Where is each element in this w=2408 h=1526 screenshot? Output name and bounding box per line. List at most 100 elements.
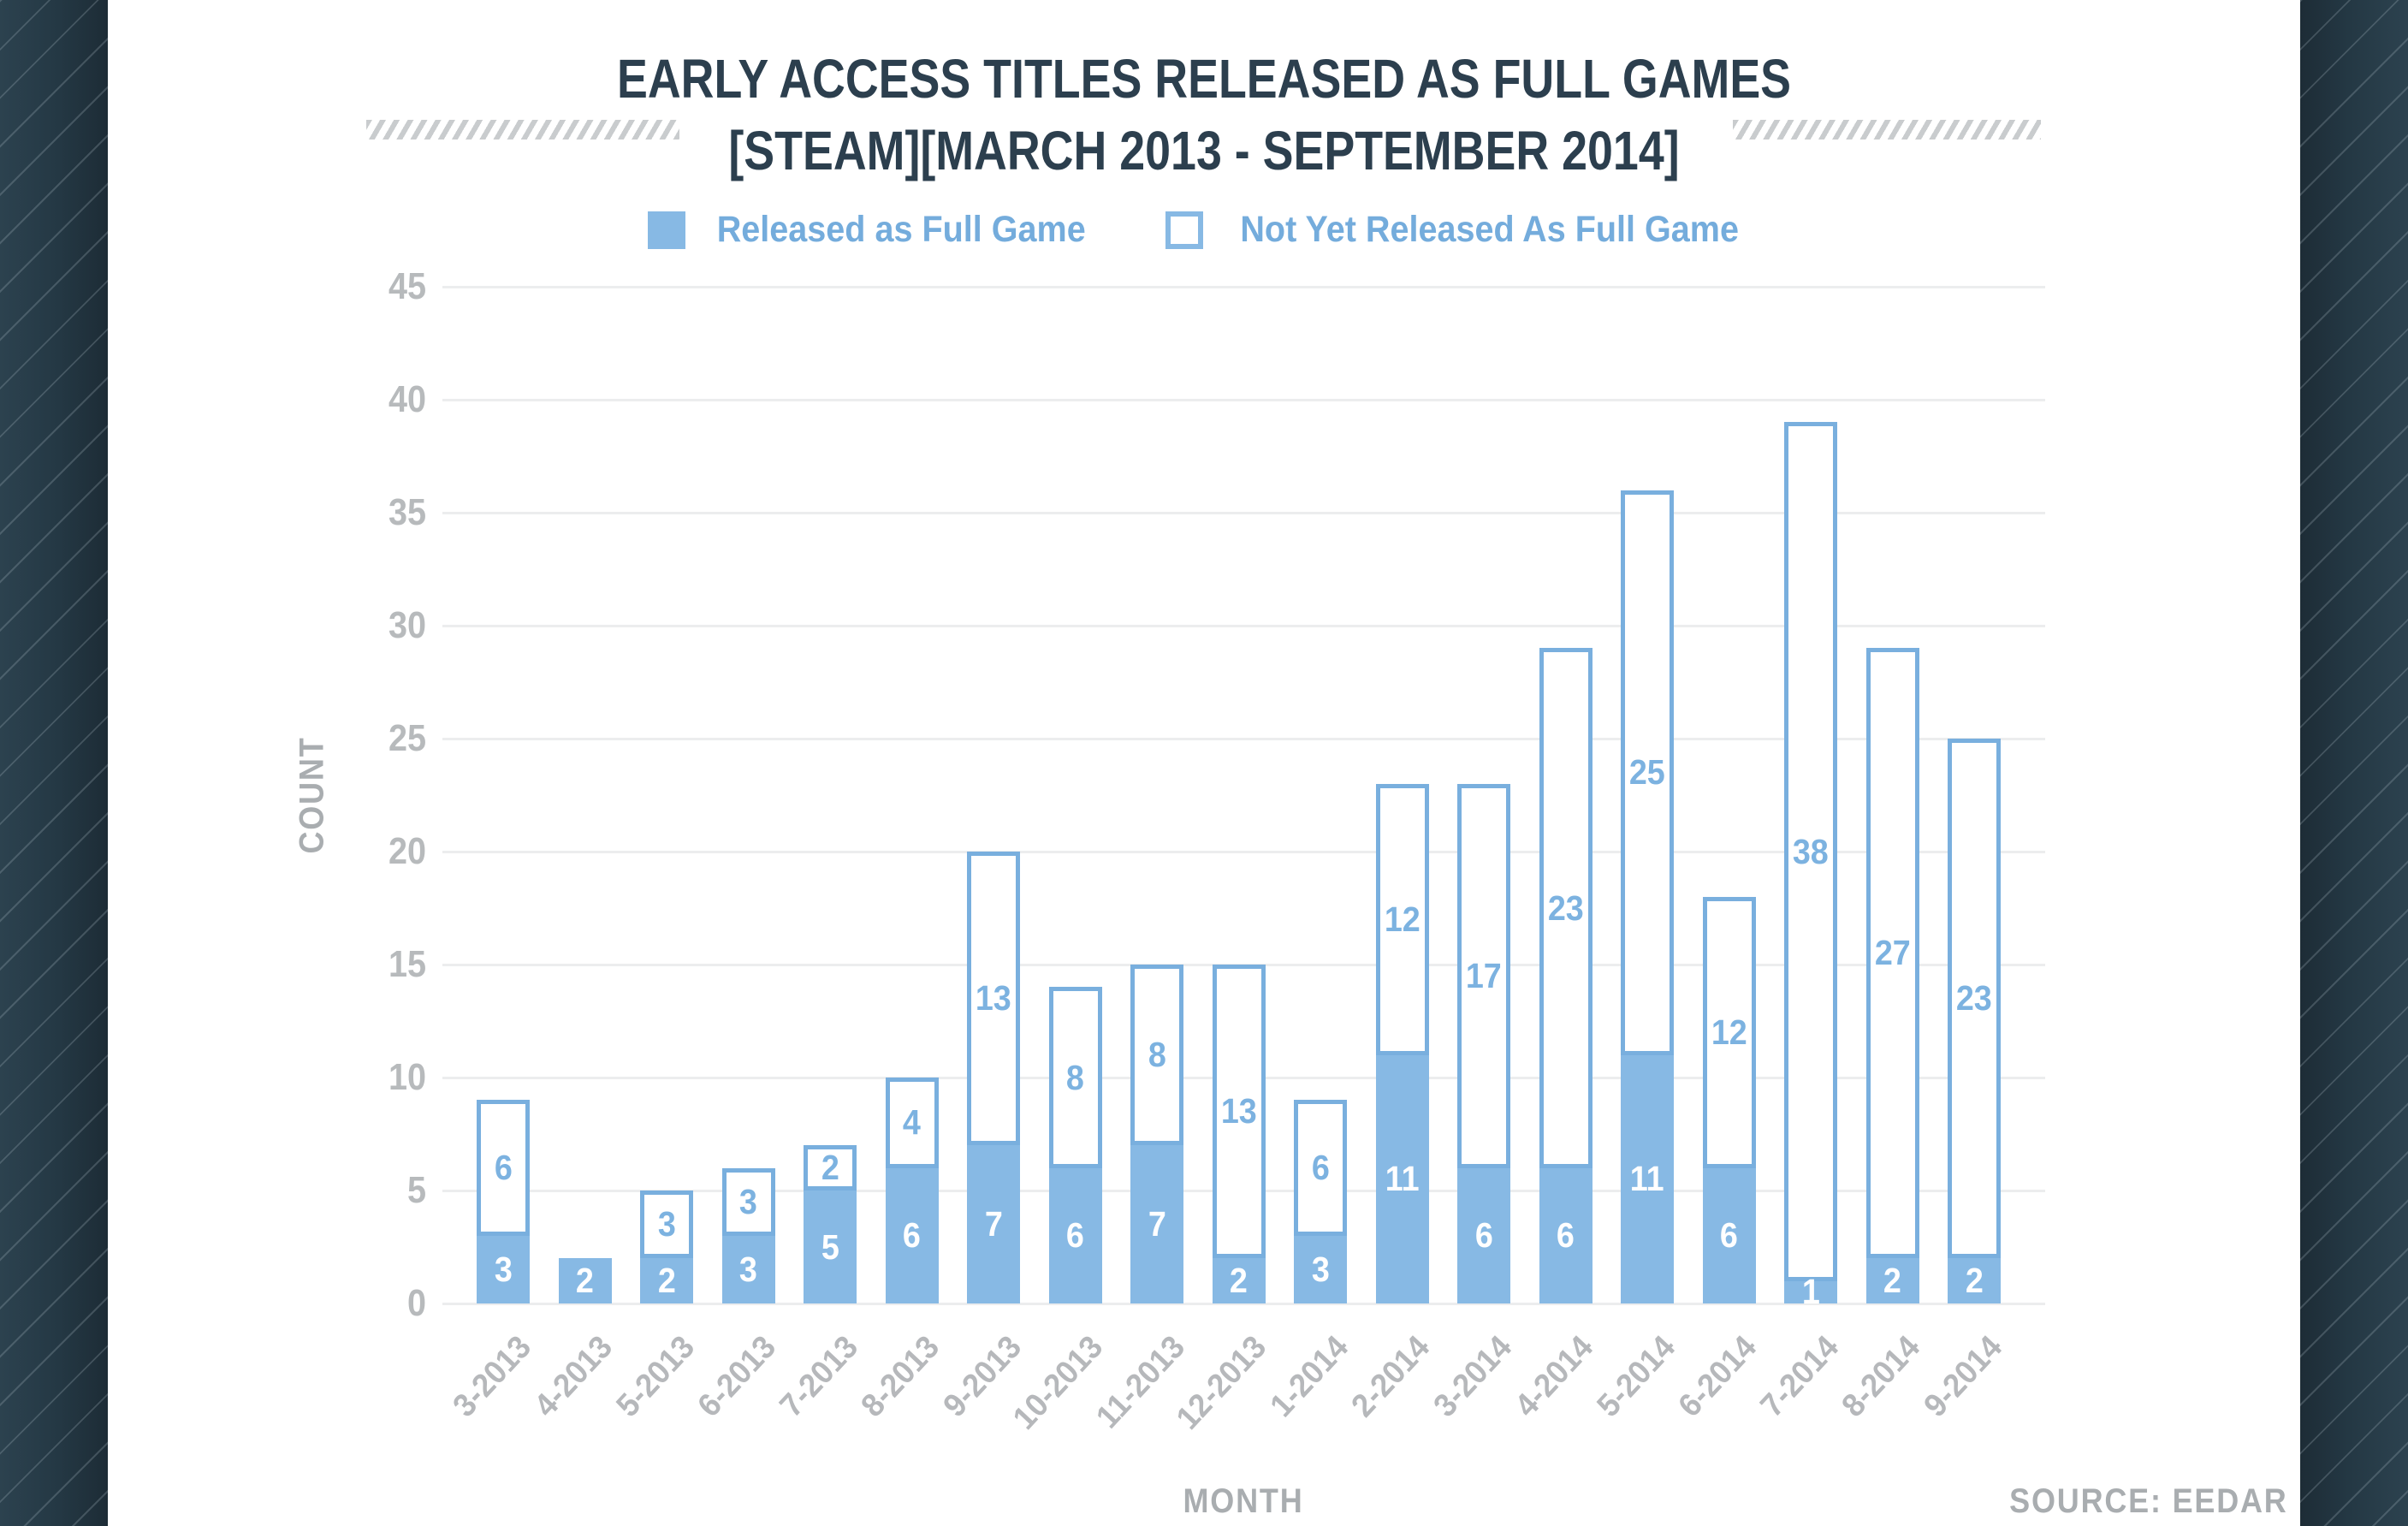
x-tick-7-2014: 7-2014 (1753, 1329, 1846, 1424)
bar-7-2014: 38 1 (1784, 422, 1837, 1309)
bar-value-released-8-2013: 6 (903, 1215, 921, 1256)
bar-9-2013: 13 7 (967, 852, 1020, 1303)
chart-card: EARLY ACCESS TITLES RELEASED AS FULL GAM… (108, 0, 2300, 1526)
bar-4-2013: 2 (558, 1258, 612, 1303)
bar-value-not-released-9-2014: 23 (1956, 978, 1992, 1018)
chart-title-line1: EARLY ACCESS TITLES RELEASED AS FULL GAM… (616, 48, 1792, 110)
bar-value-not-released-5-2013: 3 (657, 1204, 676, 1244)
title-hatch-decoration-left (366, 120, 679, 140)
bar-value-not-released-11-2013: 8 (1148, 1035, 1166, 1075)
bar-segment-released-10-2013: 6 (1048, 1167, 1102, 1303)
x-tick-4-2013: 4-2013 (527, 1329, 620, 1424)
bar-9-2014: 23 2 (1948, 739, 2001, 1303)
bar-segment-released-7-2014: 1 (1784, 1274, 1837, 1309)
bar-value-released-11-2013: 7 (1148, 1204, 1166, 1244)
bar-segment-released-3-2014: 6 (1457, 1167, 1510, 1303)
legend-swatch-released (648, 211, 686, 249)
bar-value-released-8-2014: 2 (1883, 1261, 1901, 1301)
x-tick-5-2013: 5-2013 (609, 1329, 702, 1424)
bar-segment-released-9-2014: 2 (1948, 1258, 2001, 1303)
bar-value-not-released-7-2014: 38 (1793, 831, 1829, 871)
bar-value-released-4-2014: 6 (1557, 1215, 1575, 1256)
bar-segment-released-12-2013: 2 (1212, 1258, 1266, 1303)
bar-segment-released-8-2013: 6 (885, 1167, 939, 1303)
bar-segment-not-released-6-2013: 3 (721, 1167, 775, 1236)
bar-value-not-released-3-2013: 6 (494, 1148, 513, 1188)
x-tick-6-2014: 6-2014 (1671, 1329, 1764, 1424)
bar-value-released-2-2014: 11 (1385, 1159, 1420, 1199)
bar-value-released-9-2014: 2 (1965, 1261, 1984, 1301)
y-tick-5: 5 (406, 1169, 426, 1211)
x-tick-9-2014: 9-2014 (1917, 1329, 2009, 1424)
chart-title: EARLY ACCESS TITLES RELEASED AS FULL GAM… (108, 43, 2300, 187)
gridline-35 (442, 511, 2045, 514)
x-tick-7-2013: 7-2013 (773, 1329, 865, 1424)
bar-segment-not-released-3-2014: 17 (1457, 783, 1510, 1168)
gridline-20 (442, 850, 2045, 853)
bar-value-not-released-4-2014: 23 (1547, 888, 1584, 928)
bar-value-not-released-6-2013: 3 (739, 1181, 757, 1221)
y-tick-10: 10 (388, 1056, 426, 1098)
bar-value-released-1-2014: 3 (1311, 1249, 1330, 1289)
legend-label-released: Released as Full Game (716, 209, 1086, 250)
bar-segment-not-released-10-2013: 8 (1048, 987, 1102, 1168)
bar-segment-not-released-7-2014: 38 (1784, 422, 1837, 1281)
bar-value-not-released-8-2014: 27 (1874, 933, 1911, 973)
bar-value-released-10-2013: 6 (1066, 1215, 1084, 1256)
bar-3-2014: 17 6 (1457, 783, 1510, 1303)
source-credit: SOURCE: EEDAR (2009, 1482, 2288, 1520)
bar-value-not-released-2-2014: 12 (1384, 899, 1420, 939)
bar-value-not-released-9-2013: 13 (976, 978, 1011, 1018)
bar-segment-released-4-2014: 6 (1539, 1167, 1592, 1303)
bar-segment-released-4-2013: 2 (558, 1258, 612, 1303)
bar-value-released-5-2014: 11 (1630, 1159, 1664, 1199)
bar-segment-released-8-2014: 2 (1865, 1258, 1919, 1303)
y-tick-30: 30 (388, 604, 426, 646)
bar-value-not-released-10-2013: 8 (1066, 1057, 1084, 1097)
x-tick-3-2013: 3-2013 (446, 1329, 538, 1424)
legend-swatch-not-released (1165, 211, 1203, 249)
bar-segment-released-2-2014: 11 (1375, 1054, 1429, 1303)
bar-segment-not-released-8-2013: 4 (885, 1078, 939, 1168)
bar-5-2014: 25 11 (1621, 490, 1674, 1303)
bar-segment-not-released-8-2014: 27 (1865, 648, 1919, 1259)
x-tick-5-2014: 5-2014 (1590, 1329, 1682, 1424)
y-tick-20: 20 (388, 830, 426, 872)
bar-value-released-3-2014: 6 (1474, 1215, 1493, 1256)
bar-2-2014: 12 11 (1375, 783, 1429, 1303)
gridline-30 (442, 624, 2045, 627)
x-tick-2-2014: 2-2014 (1344, 1329, 1438, 1424)
bar-value-released-5-2013: 2 (657, 1261, 676, 1301)
legend-label-not-released: Not Yet Released As Full Game (1239, 209, 1739, 250)
bar-8-2014: 27 2 (1865, 648, 1919, 1303)
gridline-15 (442, 963, 2045, 966)
bar-segment-released-6-2013: 3 (721, 1235, 775, 1303)
bar-segment-not-released-2-2014: 12 (1375, 783, 1429, 1055)
legend: Released as Full Game Not Yet Released A… (108, 209, 2300, 251)
bar-4-2014: 23 6 (1539, 648, 1592, 1303)
y-axis-title: COUNT (293, 736, 331, 854)
gridline-0 (442, 1302, 2045, 1305)
x-tick-8-2014: 8-2014 (1835, 1329, 1928, 1424)
bar-segment-released-3-2013: 3 (477, 1235, 530, 1303)
bar-segment-not-released-11-2013: 8 (1130, 965, 1183, 1146)
x-tick-10-2013: 10-2013 (1006, 1329, 1111, 1437)
x-tick-11-2013: 11-2013 (1088, 1329, 1192, 1436)
bar-value-not-released-6-2014: 12 (1711, 1012, 1747, 1052)
left-striped-band (0, 0, 108, 1526)
bar-segment-released-7-2013: 5 (804, 1191, 857, 1303)
x-tick-6-2013: 6-2013 (691, 1329, 784, 1424)
y-tick-15: 15 (388, 943, 426, 985)
bar-value-released-3-2013: 3 (494, 1249, 513, 1289)
bar-value-not-released-12-2013: 13 (1220, 1091, 1257, 1131)
bar-segment-not-released-1-2014: 6 (1294, 1100, 1347, 1236)
bar-segment-not-released-9-2014: 23 (1948, 739, 2001, 1259)
y-axis-ticks: 0 5 10 15 20 25 30 35 40 45 (306, 265, 426, 1324)
bar-segment-not-released-9-2013: 13 (967, 852, 1020, 1146)
bar-value-released-7-2014: 1 (1801, 1272, 1820, 1312)
